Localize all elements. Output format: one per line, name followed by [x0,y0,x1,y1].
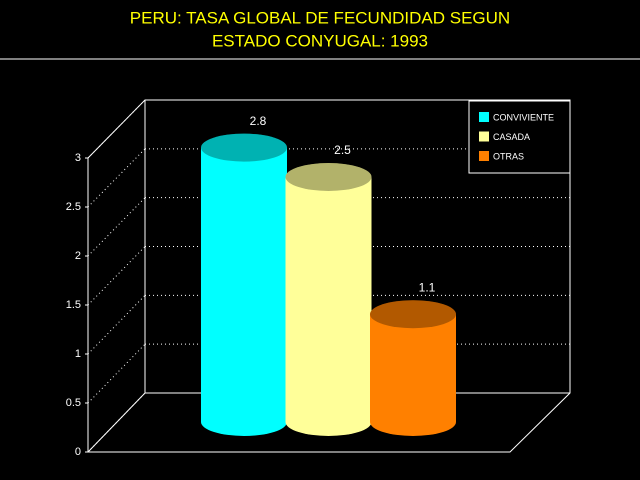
legend-label: CASADA [493,132,530,142]
grid-line [87,343,146,404]
bar [201,147,287,436]
legend-label: OTRAS [493,151,524,161]
bar [370,314,456,436]
y-tick-label: 0.5 [66,397,81,409]
grid-line [87,392,146,453]
grid-line [87,99,146,159]
bar-top [201,133,287,162]
bar-top-shade [201,133,287,162]
legend-swatch [479,151,489,161]
y-tick-label: 2.5 [66,201,81,213]
bar-top-shade [285,163,372,191]
value-label: 1.1 [419,280,436,294]
y-tick-label: 1 [75,348,81,360]
value-label: 2.8 [250,114,267,128]
y-tick-label: 2 [75,250,81,262]
y-tick-label: 3 [75,152,81,164]
bar-top-shade [370,300,456,329]
bar [285,177,372,437]
grid-line [87,197,146,257]
bar-top [285,163,372,191]
grid-line [87,246,146,306]
legend-swatch [479,112,489,122]
chart-title: ESTADO CONYUGAL: 1993 [212,31,428,50]
bar-top [370,300,456,329]
legend-swatch [479,131,489,142]
legend-label: CONVIVIENTE [493,112,554,122]
value-label: 2.5 [334,143,351,157]
chart-title: PERU: TASA GLOBAL DE FECUNDIDAD SEGUN [130,8,510,27]
grid-line [87,294,146,355]
y-tick-label: 1.5 [66,299,81,311]
y-tick-label: 0 [75,446,81,458]
grid-line [87,148,146,208]
